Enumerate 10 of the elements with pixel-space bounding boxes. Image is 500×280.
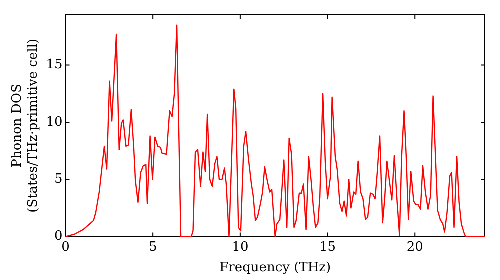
x-tick-label: 15	[320, 240, 336, 255]
y-tick-label: 10	[46, 114, 63, 130]
y-tick-label: 0	[54, 229, 63, 244]
y-tick-label: 5	[54, 172, 63, 188]
y-tick-label: 15	[46, 58, 63, 73]
x-tick-label: 10	[232, 240, 249, 255]
x-axis-title: Frequency (THz)	[220, 260, 332, 276]
x-tick-label: 20	[406, 240, 424, 255]
y-axis-title: Phonon DOS (States/THz·primitive cell)	[10, 38, 41, 213]
x-tick-label: 5	[148, 240, 158, 255]
